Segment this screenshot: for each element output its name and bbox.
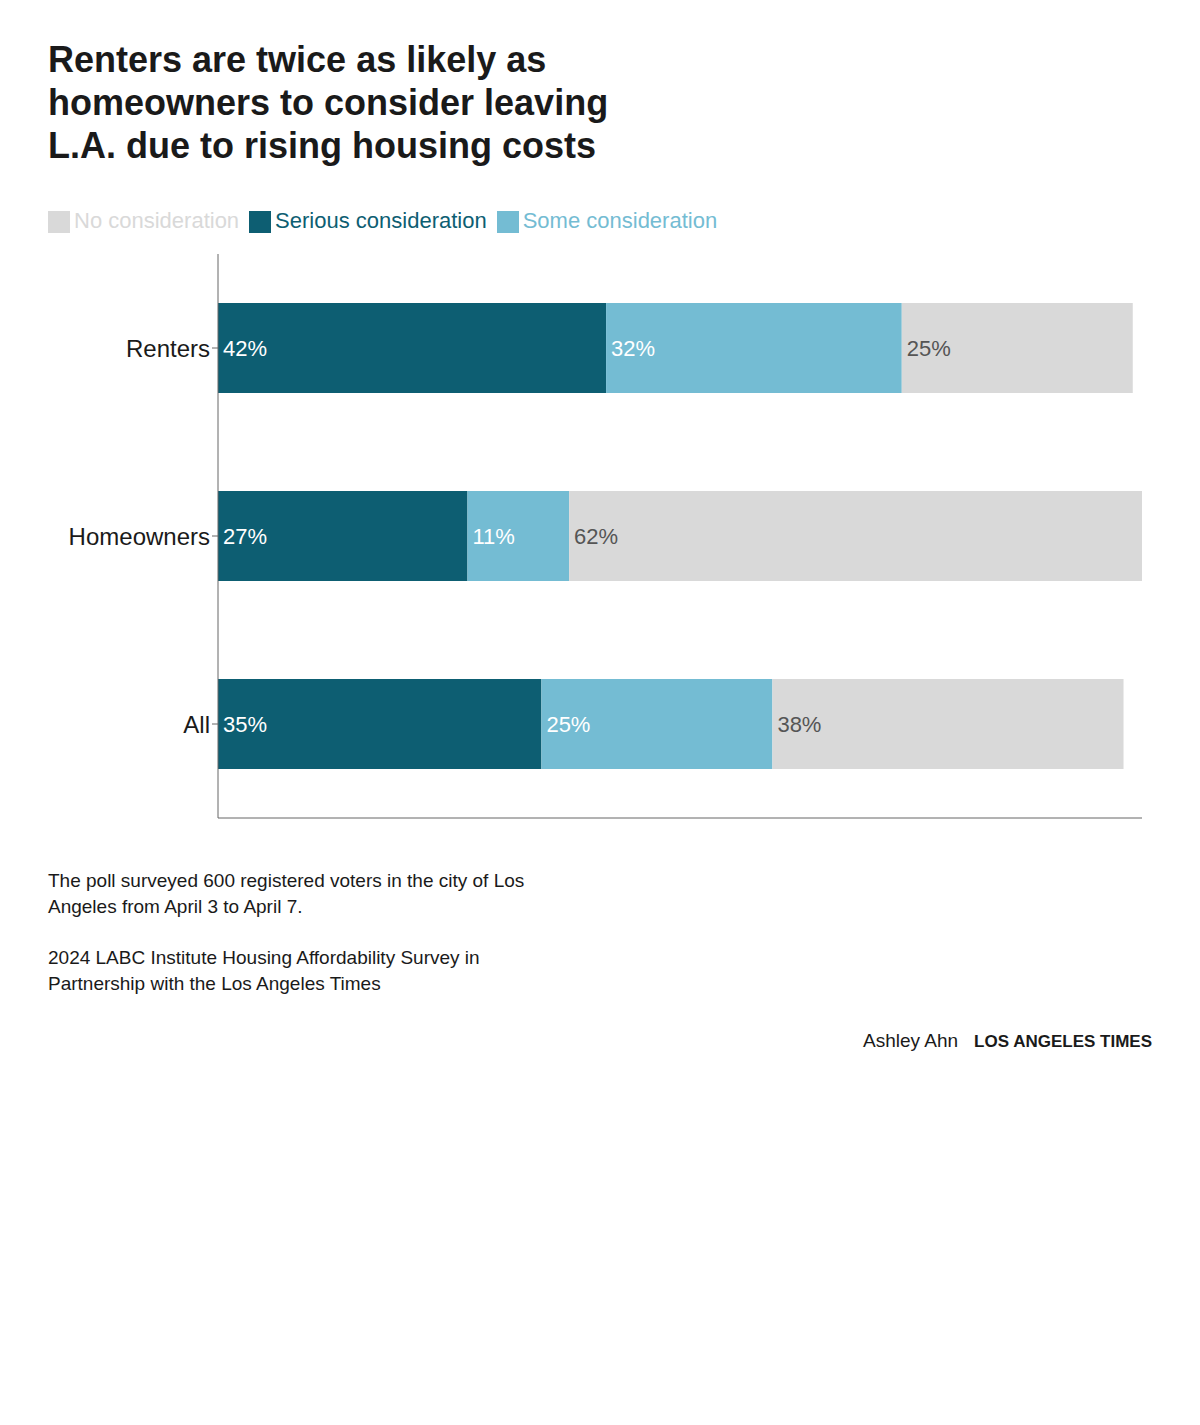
svg-text:42%: 42% [223, 335, 267, 360]
svg-text:35%: 35% [223, 711, 267, 736]
html-text:Ashley Ahn: Ashley Ahn [863, 1029, 959, 1051]
svg-text:25%: 25% [546, 711, 590, 736]
html-text:Renters are twice as likely as: Renters are twice as likely as homeowner… [48, 39, 609, 167]
svg-text:62%: 62% [574, 523, 618, 548]
svg-text:All: All [183, 710, 210, 737]
svg-text:Renters: Renters [126, 334, 210, 361]
html-text:LOS ANGELES TIMES: LOS ANGELES TIMES [974, 1031, 1152, 1051]
svg-text:Homeowners: Homeowners [69, 522, 210, 549]
html-text:Some consideration: Some consideration [522, 207, 718, 233]
html-text:2024 LABC Institute Housing Af: 2024 LABC Institute Housing Affordabilit… [48, 946, 480, 995]
svg-text:27%: 27% [223, 523, 267, 548]
html-text:The poll surveyed 600 register: The poll surveyed 600 registered voters … [48, 869, 525, 918]
svg-text:32%: 32% [611, 335, 655, 360]
svg-text:38%: 38% [777, 711, 821, 736]
svg-text:11%: 11% [472, 523, 514, 548]
html-text:Serious consideration: Serious consideration [275, 207, 487, 233]
html-text:No consideration: No consideration [74, 207, 240, 233]
svg-text:25%: 25% [907, 335, 951, 360]
